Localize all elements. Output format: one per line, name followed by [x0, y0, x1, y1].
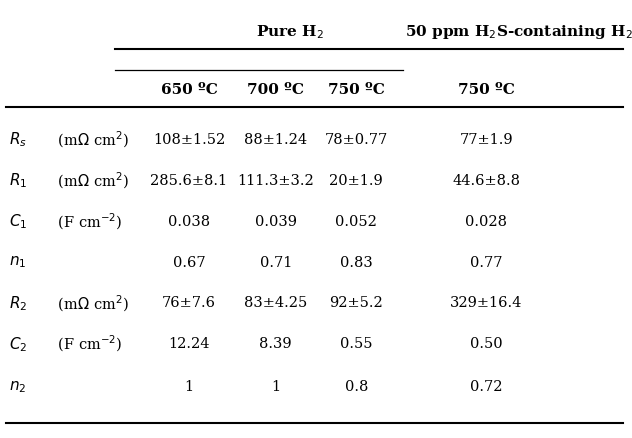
Text: 50 ppm H$_2$S-containing H$_2$: 50 ppm H$_2$S-containing H$_2$: [405, 23, 632, 41]
Text: 0.50: 0.50: [470, 336, 502, 350]
Text: 20±1.9: 20±1.9: [329, 173, 383, 187]
Text: $R_s$: $R_s$: [9, 130, 27, 149]
Text: $n_2$: $n_2$: [9, 378, 27, 394]
Text: (m$\Omega$ cm$^2$): (m$\Omega$ cm$^2$): [52, 293, 129, 313]
Text: 44.6±8.8: 44.6±8.8: [453, 173, 520, 187]
Text: (F cm$^{-2}$): (F cm$^{-2}$): [52, 211, 123, 231]
Text: 700 ºC: 700 ºC: [247, 83, 304, 97]
Text: 77±1.9: 77±1.9: [459, 133, 513, 147]
Text: 0.83: 0.83: [340, 255, 373, 269]
Text: 0.71: 0.71: [260, 255, 292, 269]
Text: 76±7.6: 76±7.6: [162, 296, 216, 310]
Text: $R_1$: $R_1$: [9, 171, 28, 190]
Text: 650 ºC: 650 ºC: [161, 83, 217, 97]
Text: 750 ºC: 750 ºC: [328, 83, 385, 97]
Text: $n_1$: $n_1$: [9, 254, 27, 270]
Text: 78±0.77: 78±0.77: [325, 133, 388, 147]
Text: 329±16.4: 329±16.4: [450, 296, 523, 310]
Text: (m$\Omega$ cm$^2$): (m$\Omega$ cm$^2$): [52, 170, 129, 191]
Text: 0.67: 0.67: [173, 255, 205, 269]
Text: 0.052: 0.052: [336, 214, 377, 228]
Text: (m$\Omega$ cm$^2$): (m$\Omega$ cm$^2$): [52, 129, 129, 150]
Text: 92±5.2: 92±5.2: [329, 296, 383, 310]
Text: 285.6±8.1: 285.6±8.1: [150, 173, 228, 187]
Text: (F cm$^{-2}$): (F cm$^{-2}$): [52, 333, 123, 353]
Text: 0.72: 0.72: [470, 379, 502, 393]
Text: 1: 1: [271, 379, 281, 393]
Text: 12.24: 12.24: [168, 336, 210, 350]
Text: 88±1.24: 88±1.24: [244, 133, 307, 147]
Text: 0.8: 0.8: [344, 379, 368, 393]
Text: $R_2$: $R_2$: [9, 293, 28, 312]
Text: 111.3±3.2: 111.3±3.2: [238, 173, 314, 187]
Text: 1: 1: [185, 379, 193, 393]
Text: 0.55: 0.55: [340, 336, 372, 350]
Text: 83±4.25: 83±4.25: [244, 296, 307, 310]
Text: 750 ºC: 750 ºC: [458, 83, 514, 97]
Text: Pure H$_2$: Pure H$_2$: [256, 24, 324, 41]
Text: 8.39: 8.39: [259, 336, 292, 350]
Text: 0.039: 0.039: [255, 214, 297, 228]
Text: 0.77: 0.77: [470, 255, 502, 269]
Text: 108±1.52: 108±1.52: [153, 133, 225, 147]
Text: 0.028: 0.028: [465, 214, 507, 228]
Text: $C_2$: $C_2$: [9, 334, 28, 353]
Text: $C_1$: $C_1$: [9, 212, 28, 230]
Text: 0.038: 0.038: [168, 214, 210, 228]
